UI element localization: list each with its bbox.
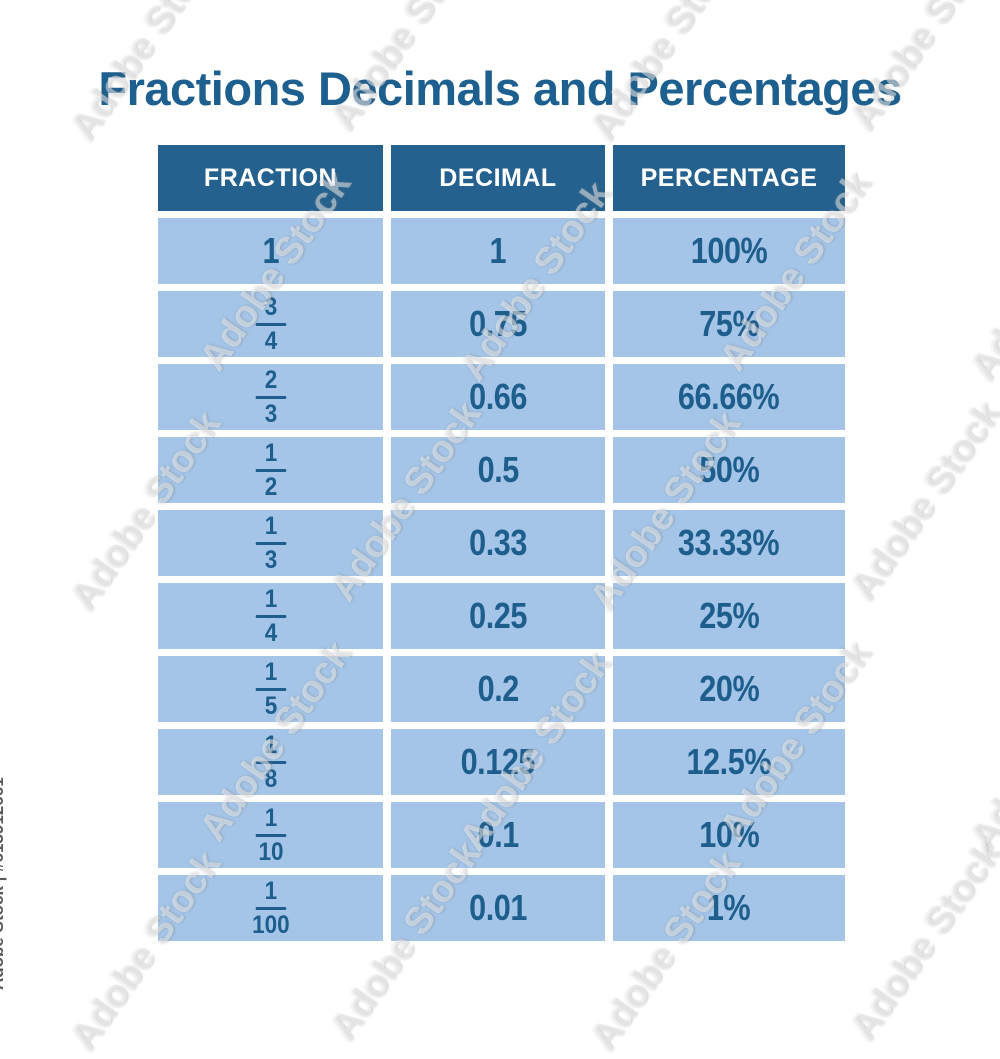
fraction: 1 2 — [255, 438, 286, 501]
percentage-value: 50% — [699, 449, 759, 490]
fraction-denominator: 10 — [257, 837, 284, 866]
cell-decimal: 0.5 — [391, 437, 605, 503]
fraction-bar — [255, 906, 286, 910]
decimal-value: 0.75 — [469, 303, 527, 344]
fraction: 1 5 — [255, 657, 286, 720]
cell-percentage: 100% — [613, 218, 845, 284]
fraction-bar — [255, 541, 286, 545]
column-header-decimal: DECIMAL — [391, 145, 605, 211]
column-header-fraction: FRACTION — [158, 145, 383, 211]
column-header-percentage: PERCENTAGE — [613, 145, 845, 211]
fraction: 1 10 — [255, 803, 286, 866]
cell-percentage: 20% — [613, 656, 845, 722]
cell-percentage: 25% — [613, 583, 845, 649]
percentage-value: 10% — [699, 814, 759, 855]
fraction-bar — [255, 760, 286, 764]
fraction-bar — [255, 614, 286, 618]
fraction-denominator: 2 — [264, 472, 277, 501]
decimal-value: 0.01 — [469, 887, 527, 928]
fraction: 1 4 — [255, 584, 286, 647]
fraction-denominator: 5 — [264, 691, 277, 720]
percentage-value: 100% — [690, 230, 768, 271]
fraction-bar — [255, 833, 286, 837]
cell-percentage: 75% — [613, 291, 845, 357]
cell-percentage: 1% — [613, 875, 845, 941]
cell-decimal: 0.125 — [391, 729, 605, 795]
fraction: 1 8 — [255, 730, 286, 793]
fraction-denominator: 4 — [264, 618, 277, 647]
percentage-value: 25% — [699, 595, 759, 636]
fraction-numerator: 1 — [264, 438, 277, 467]
cell-percentage: 10% — [613, 802, 845, 868]
conversion-table: FRACTION DECIMAL PERCENTAGE 1 1 100% 3 4… — [158, 145, 845, 941]
adobe-stock-watermark: Adobe Stock — [841, 394, 1000, 609]
fraction-numerator: 1 — [264, 876, 277, 905]
fraction-denominator: 8 — [264, 764, 277, 793]
cell-decimal: 1 — [391, 218, 605, 284]
cell-percentage: 50% — [613, 437, 845, 503]
fraction-numerator: 1 — [264, 511, 277, 540]
cell-fraction: 1 8 — [158, 729, 383, 795]
fraction-bar — [255, 395, 286, 399]
cell-fraction: 1 10 — [158, 802, 383, 868]
decimal-value: 0.1 — [477, 814, 519, 855]
page-title: Fractions Decimals and Percentages — [98, 62, 902, 116]
cell-percentage: 66.66% — [613, 364, 845, 430]
cell-decimal: 0.2 — [391, 656, 605, 722]
cell-decimal: 0.66 — [391, 364, 605, 430]
percentage-value: 75% — [699, 303, 759, 344]
fraction: 1 3 — [255, 511, 286, 574]
cell-decimal: 0.75 — [391, 291, 605, 357]
fraction-denominator: 100 — [251, 910, 290, 939]
cell-decimal: 0.01 — [391, 875, 605, 941]
cell-decimal: 0.1 — [391, 802, 605, 868]
fraction-numerator: 1 — [264, 584, 277, 613]
cell-decimal: 0.25 — [391, 583, 605, 649]
fraction-numerator: 3 — [264, 292, 277, 321]
fraction-denominator: 3 — [264, 545, 277, 574]
decimal-value: 0.33 — [469, 522, 527, 563]
cell-fraction: 1 3 — [158, 510, 383, 576]
decimal-value: 0.5 — [477, 449, 519, 490]
cell-fraction: 3 4 — [158, 291, 383, 357]
fraction-bar — [255, 468, 286, 472]
fraction-numerator: 2 — [264, 365, 277, 394]
fraction-denominator: 4 — [264, 326, 277, 355]
cell-percentage: 33.33% — [613, 510, 845, 576]
adobe-stock-watermark: Adobe Stock — [961, 644, 1000, 859]
percentage-value: 20% — [699, 668, 759, 709]
fraction: 2 3 — [255, 365, 286, 428]
percentage-value: 1% — [707, 887, 751, 928]
cell-fraction: 1 — [158, 218, 383, 284]
percentage-value: 66.66% — [678, 376, 780, 417]
adobe-stock-watermark: Adobe Stock — [841, 834, 1000, 1049]
cell-fraction: 1 100 — [158, 875, 383, 941]
decimal-value: 1 — [489, 230, 507, 271]
decimal-value: 0.125 — [460, 741, 536, 782]
cell-decimal: 0.33 — [391, 510, 605, 576]
cell-fraction: 1 5 — [158, 656, 383, 722]
fraction-whole-value: 1 — [262, 230, 279, 271]
fraction-bar — [255, 322, 286, 326]
decimal-value: 0.66 — [469, 376, 527, 417]
decimal-value: 0.25 — [469, 595, 527, 636]
fraction-numerator: 1 — [264, 730, 277, 759]
fraction: 3 4 — [255, 292, 286, 355]
fraction: 1 100 — [251, 876, 290, 939]
percentage-value: 12.5% — [686, 741, 772, 782]
adobe-stock-watermark: Adobe Stock — [961, 174, 1000, 389]
percentage-value: 33.33% — [678, 522, 780, 563]
cell-fraction: 2 3 — [158, 364, 383, 430]
stock-id-watermark: Adobe Stock | #613912661 — [0, 777, 7, 990]
fraction-numerator: 1 — [264, 657, 277, 686]
fraction-bar — [255, 687, 286, 691]
cell-fraction: 1 4 — [158, 583, 383, 649]
fraction-denominator: 3 — [264, 399, 277, 428]
decimal-value: 0.2 — [477, 668, 519, 709]
fraction-numerator: 1 — [264, 803, 277, 832]
cell-fraction: 1 2 — [158, 437, 383, 503]
cell-percentage: 12.5% — [613, 729, 845, 795]
